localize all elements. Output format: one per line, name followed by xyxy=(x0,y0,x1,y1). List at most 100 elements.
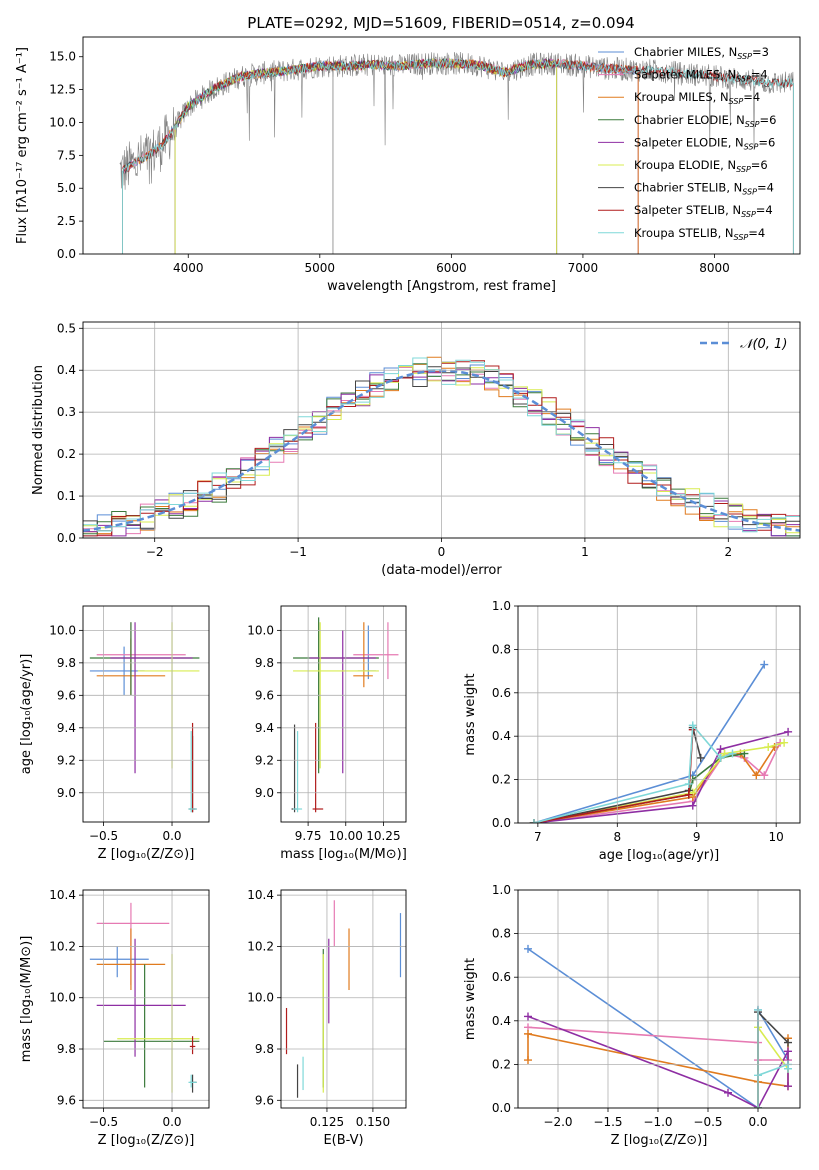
plot-area xyxy=(529,660,793,823)
legend-label: Salpeter MILES, NSSP=4 xyxy=(634,68,768,84)
weight-marker xyxy=(764,743,773,752)
y-tick-label: 9.6 xyxy=(255,688,274,702)
weight-marker xyxy=(684,790,693,799)
legend-label: Kroupa ELODIE, NSSP=6 xyxy=(634,158,768,174)
y-tick-label: 0.6 xyxy=(492,686,511,700)
chart-age-vs-mass: 9.75 10.00 10.25 9.0 9.2 9.4 9.6 9.8 10.0 mass [l… xyxy=(247,605,407,862)
weight-marker xyxy=(784,1038,792,1047)
y-axis-label: Normed distribution xyxy=(31,365,46,495)
x-tick-label: 9 xyxy=(693,830,701,844)
y-tick-label: 15.0 xyxy=(49,50,76,64)
y-tick-label: 1.0 xyxy=(492,883,511,897)
y-tick-label: 9.6 xyxy=(255,1093,274,1107)
y-tick-label: 0.6 xyxy=(492,970,511,984)
y-tick-label: 0.0 xyxy=(57,247,76,261)
y-tick-label: 9.4 xyxy=(57,721,76,735)
weight-marker xyxy=(752,771,761,780)
y-axis-label: mass weight xyxy=(463,958,478,1040)
y-tick-label: 10.0 xyxy=(49,623,76,637)
plot-area xyxy=(285,900,402,1098)
weight-marker xyxy=(524,1029,532,1038)
y-tick-label: 9.4 xyxy=(255,721,274,735)
chart-spectrum: 4000 5000 6000 7000 8000 0.0 2.5 5.0 7.5 10.0 12.5… xyxy=(15,36,801,294)
x-tick-label: 4000 xyxy=(173,261,204,275)
weight-line xyxy=(533,723,733,823)
plots-container: 4000 5000 6000 7000 80000.02.55.07.510.012.5… xyxy=(15,36,801,1148)
weight-marker xyxy=(688,801,697,810)
weight-marker xyxy=(696,753,705,762)
x-axis-label: age [log₁₀(age/yr)] xyxy=(599,848,720,863)
weight-marker xyxy=(784,1082,792,1091)
x-tick-label: 0 xyxy=(438,545,446,559)
weight-marker xyxy=(684,779,693,788)
y-tick-label: 0.8 xyxy=(492,927,511,941)
y-tick-label: 0.0 xyxy=(492,816,511,830)
axes-frame xyxy=(82,605,210,823)
legend-label: Salpeter STELIB, NSSP=4 xyxy=(634,203,773,219)
y-tick-label: 0.2 xyxy=(57,447,76,461)
legend-label: Chabrier ELODIE, NSSP=6 xyxy=(634,113,776,129)
y-tick-label: 9.2 xyxy=(57,753,76,767)
weight-line xyxy=(757,1024,789,1108)
weight-marker xyxy=(716,753,725,762)
y-tick-label: 9.8 xyxy=(255,1042,274,1056)
weight-marker xyxy=(524,1056,532,1065)
plot-area xyxy=(291,617,399,813)
x-tick-label: −0.5 xyxy=(693,1115,722,1129)
x-tick-label: 10.00 xyxy=(329,829,363,843)
weight-marker xyxy=(760,660,769,669)
x-tick-label: 0.150 xyxy=(356,1115,390,1129)
x-axis-label: wavelength [Angstrom, rest frame] xyxy=(327,279,556,294)
y-tick-label: 0.3 xyxy=(57,405,76,419)
chart-mass-weight-vs-Z: −2.0 −1.5 −1.0 −0.5 0.0 0.0 0.2 0.4 0.6 0.8 1.0 Z [… xyxy=(463,883,801,1148)
legend: 𝒩(0, 1) xyxy=(700,337,787,352)
axes-frame xyxy=(280,889,407,1109)
x-tick-label: 5000 xyxy=(305,261,336,275)
axes-frame xyxy=(82,889,210,1109)
y-tick-label: 0.0 xyxy=(492,1101,511,1115)
y-tick-label: 0.5 xyxy=(57,321,76,335)
y-tick-label: 10.0 xyxy=(49,115,76,129)
y-tick-label: 9.0 xyxy=(57,786,76,800)
axes-frame xyxy=(82,36,801,255)
x-tick-label: 7000 xyxy=(568,261,599,275)
y-tick-label: 7.5 xyxy=(57,148,76,162)
axes-frame xyxy=(280,605,407,823)
y-tick-label: 0.2 xyxy=(492,1057,511,1071)
weight-marker xyxy=(716,745,725,754)
x-tick-label: −0.5 xyxy=(89,829,118,843)
weight-marker xyxy=(724,1088,732,1097)
weight-line xyxy=(533,742,781,823)
weight-line xyxy=(533,731,789,823)
y-tick-label: 10.0 xyxy=(247,991,274,1005)
axes-frame xyxy=(517,605,801,824)
x-tick-label: 8 xyxy=(613,830,621,844)
axes-frame xyxy=(517,889,801,1109)
model-line xyxy=(122,58,639,175)
plot-area xyxy=(119,51,794,254)
x-tick-label: 0.0 xyxy=(748,1115,767,1129)
y-tick-label: 1.0 xyxy=(492,599,511,613)
x-tick-label: −2 xyxy=(146,545,164,559)
plot-area xyxy=(89,622,200,813)
x-tick-label: −2.0 xyxy=(543,1115,572,1129)
weight-marker xyxy=(728,749,737,758)
y-tick-label: 0.1 xyxy=(57,489,76,503)
y-axis-label: age [log₁₀(age/yr)] xyxy=(19,654,34,775)
y-tick-label: 0.4 xyxy=(492,729,511,743)
x-axis-label: Z [log₁₀(Z/Z⊙)] xyxy=(98,847,195,862)
y-tick-label: 12.5 xyxy=(49,83,76,97)
plot-area xyxy=(89,902,200,1093)
chart-mass-weight-vs-age: 7 8 9 10 0.0 0.2 0.4 0.6 0.8 1.0 age [log₁₀(age/yr… xyxy=(463,599,801,863)
x-axis-label: Z [log₁₀(Z/Z⊙)] xyxy=(98,1133,195,1148)
weight-marker xyxy=(760,771,769,780)
weight-marker xyxy=(688,721,697,730)
y-tick-label: 10.4 xyxy=(49,888,76,902)
x-tick-label: 1 xyxy=(581,545,589,559)
legend-label: Kroupa STELIB, NSSP=4 xyxy=(634,226,765,242)
y-axis-label: mass [log₁₀(M/M⊙)] xyxy=(19,936,34,1063)
y-tick-label: 10.0 xyxy=(49,991,76,1005)
legend-label: 𝒩(0, 1) xyxy=(740,337,787,352)
y-tick-label: 10.4 xyxy=(247,888,274,902)
